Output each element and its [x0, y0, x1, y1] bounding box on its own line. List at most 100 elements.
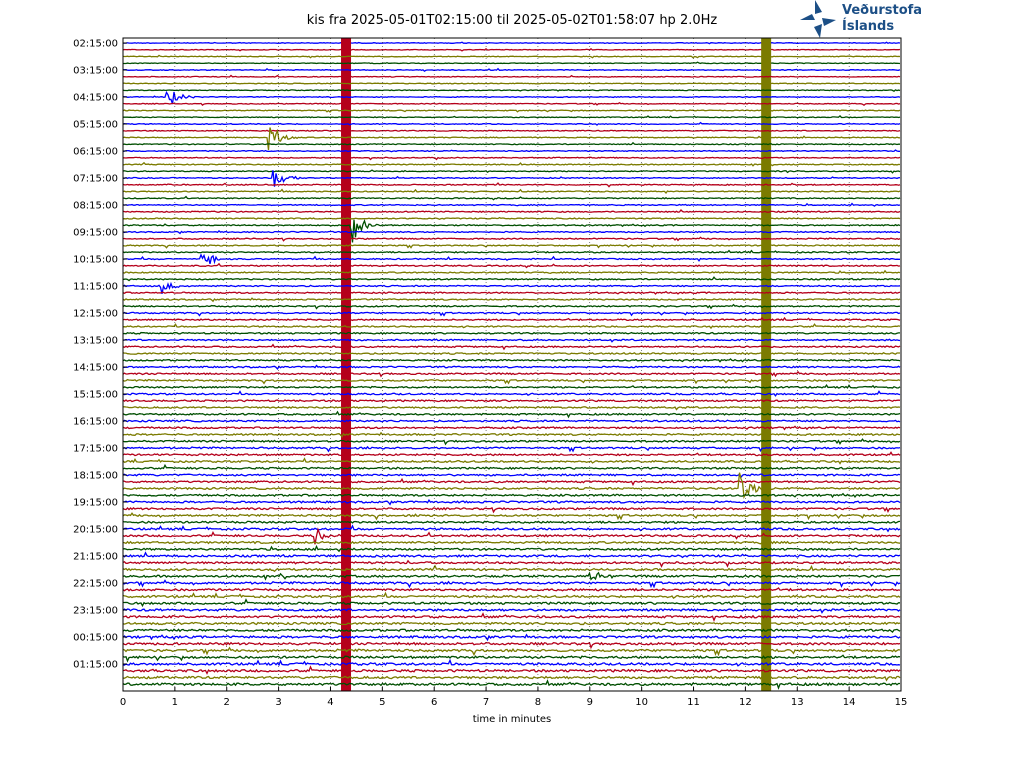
- seismic-trace: [123, 236, 901, 242]
- seismic-trace: [123, 331, 900, 335]
- grid-group: [174, 38, 850, 691]
- logo-line1: Veðurstofa: [842, 3, 923, 18]
- logo-mark-icon: [800, 0, 836, 38]
- y-tick-label: 18:15:00: [73, 471, 118, 482]
- x-tick-label: 6: [431, 697, 437, 708]
- seismic-trace: [123, 438, 901, 446]
- seismic-trace: [123, 54, 901, 59]
- seismic-trace: [123, 390, 901, 397]
- y-tick-label: 21:15:00: [73, 552, 118, 563]
- seismic-trace: [123, 571, 901, 581]
- seismic-trace: [123, 129, 901, 132]
- seismic-trace: [123, 276, 901, 282]
- seismic-trace: [123, 564, 901, 573]
- seismic-trace: [123, 61, 901, 65]
- seismic-trace: [123, 338, 901, 343]
- x-axis-label: time in minutes: [473, 714, 552, 725]
- x-tick-label: 8: [535, 697, 541, 708]
- trace-group: [123, 38, 901, 691]
- x-tick-label: 3: [275, 697, 281, 708]
- x-tick-label: 12: [739, 697, 752, 708]
- seismic-trace: [123, 364, 901, 370]
- seismic-trace: [123, 477, 901, 487]
- y-tick-label: 07:15:00: [73, 174, 118, 185]
- seismic-trace: [123, 188, 901, 195]
- seismic-trace: [123, 323, 901, 330]
- x-tick-label: 1: [172, 697, 178, 708]
- seismic-trace: [123, 598, 900, 608]
- seismic-trace: [123, 230, 901, 235]
- seismic-trace: [123, 297, 901, 303]
- seismic-trace: [123, 451, 901, 457]
- x-tick-label: 2: [224, 697, 230, 708]
- seismic-trace: [123, 527, 901, 545]
- seismic-trace: [123, 47, 901, 52]
- seismic-trace: [123, 410, 901, 419]
- seismic-trace: [123, 249, 901, 254]
- seismic-trace: [123, 612, 901, 622]
- seismic-trace: [123, 457, 901, 465]
- seismic-trace: [123, 121, 901, 126]
- seismic-trace: [123, 425, 901, 431]
- y-tick-label: 10:15:00: [73, 255, 118, 266]
- y-tick-label: 13:15:00: [73, 336, 118, 347]
- seismic-trace: [123, 161, 901, 167]
- x-tick-label: 10: [635, 697, 648, 708]
- seismic-trace: [123, 216, 901, 221]
- seismic-trace: [123, 281, 901, 295]
- seismic-trace: [123, 149, 900, 153]
- seismic-trace: [123, 316, 901, 322]
- y-tick-label: 14:15:00: [73, 363, 118, 374]
- seismic-trace: [123, 352, 900, 356]
- y-tick-label: 11:15:00: [73, 282, 118, 293]
- seismic-trace: [123, 156, 901, 161]
- seismic-trace: [123, 262, 901, 269]
- seismic-trace: [123, 524, 901, 533]
- y-tick-label: 02:15:00: [73, 39, 118, 50]
- seismic-trace: [123, 544, 901, 553]
- seismic-trace: [123, 170, 901, 187]
- x-tick-label: 14: [843, 697, 856, 708]
- seismic-trace: [123, 311, 901, 317]
- seismic-trace: [123, 499, 901, 506]
- seismic-trace: [123, 303, 901, 310]
- seismic-trace: [123, 419, 901, 423]
- x-tick-label: 11: [687, 697, 700, 708]
- seismic-trace: [123, 519, 901, 525]
- seismic-trace: [123, 665, 901, 675]
- x-tick-label: 7: [483, 697, 489, 708]
- x-tick-label: 13: [791, 697, 804, 708]
- y-tick-label: 06:15:00: [73, 147, 118, 158]
- seismic-trace: [123, 219, 901, 243]
- seismic-trace: [123, 512, 901, 521]
- plot-frame: [122, 37, 902, 692]
- y-tick-label: 05:15:00: [73, 120, 118, 131]
- seismic-trace: [123, 370, 901, 378]
- seismic-trace: [123, 90, 901, 105]
- seismic-trace: [123, 551, 901, 559]
- seismic-trace: [123, 646, 901, 657]
- seismic-trace: [123, 405, 901, 411]
- seismic-trace: [123, 675, 901, 682]
- seismic-trace: [123, 587, 901, 592]
- y-tick-label: 22:15:00: [73, 579, 118, 590]
- seismic-trace: [123, 540, 901, 545]
- seismic-trace: [123, 472, 901, 499]
- seismic-trace: [123, 559, 901, 568]
- seismic-trace: [123, 641, 901, 650]
- seismic-trace: [123, 579, 901, 589]
- y-axis: 02:15:00 03:15:00 04:15:00 05:15:00 06:15:00…: [73, 39, 127, 671]
- seismic-trace: [123, 343, 901, 351]
- seismic-trace: [123, 82, 901, 85]
- y-tick-label: 04:15:00: [73, 93, 118, 104]
- y-tick-label: 23:15:00: [73, 606, 118, 617]
- y-tick-label: 19:15:00: [73, 498, 118, 509]
- x-tick-label: 0: [120, 697, 126, 708]
- seismic-trace: [123, 182, 901, 188]
- seismic-trace: [123, 109, 901, 113]
- logo-line2: Íslands: [842, 19, 895, 34]
- seismic-trace: [123, 492, 901, 499]
- seismic-trace: [123, 621, 901, 626]
- seismic-trace: [123, 169, 901, 174]
